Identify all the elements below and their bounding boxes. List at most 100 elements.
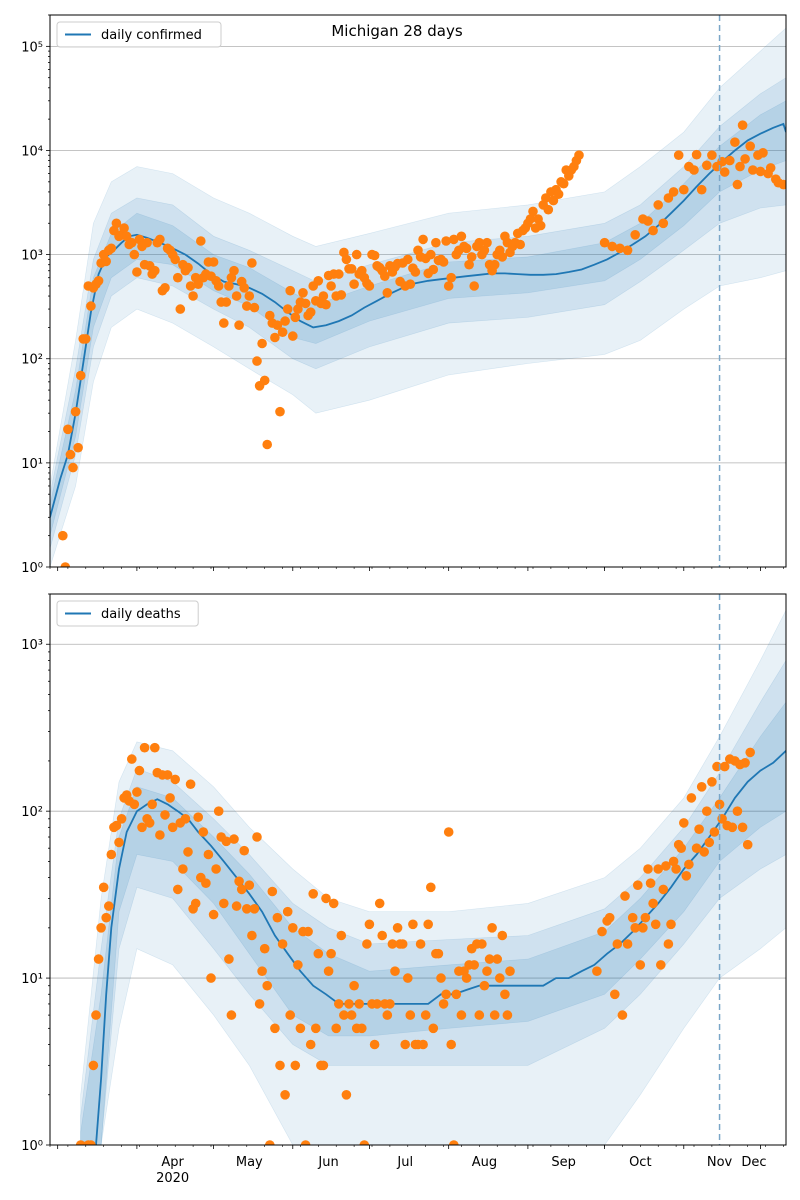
observed-point xyxy=(400,1040,410,1050)
observed-point xyxy=(385,999,395,1009)
observed-point xyxy=(326,949,336,959)
observed-point xyxy=(462,973,472,983)
x-axis: Apr May Jun Jul Aug Sep Oct Nov Dec2020 xyxy=(50,1145,783,1186)
observed-point xyxy=(224,281,234,291)
observed-point xyxy=(232,901,242,911)
observed-point xyxy=(656,960,666,970)
observed-point xyxy=(352,250,362,260)
observed-point xyxy=(482,966,492,976)
observed-point xyxy=(605,913,615,923)
observed-point xyxy=(383,1010,393,1020)
observed-point xyxy=(738,120,748,130)
observed-point xyxy=(620,891,630,901)
observed-point xyxy=(646,878,656,888)
observed-point xyxy=(689,165,699,175)
observed-point xyxy=(758,148,768,158)
observed-point xyxy=(676,843,686,853)
plot-area xyxy=(50,28,788,572)
observed-point xyxy=(628,913,638,923)
observed-point xyxy=(503,1010,513,1020)
observed-point xyxy=(362,939,372,949)
observed-point xyxy=(326,281,336,291)
observed-point xyxy=(107,850,117,860)
observed-point xyxy=(285,286,295,296)
observed-point xyxy=(306,1040,316,1050)
observed-point xyxy=(705,838,715,848)
observed-point xyxy=(505,966,515,976)
observed-point xyxy=(418,235,428,245)
y-tick-label: 10² xyxy=(21,353,43,368)
y-tick-label: 10⁰ xyxy=(21,561,43,576)
observed-point xyxy=(204,850,214,860)
observed-point xyxy=(173,273,183,283)
observed-point xyxy=(745,748,755,758)
observed-point xyxy=(469,960,479,970)
observed-point xyxy=(452,990,462,1000)
y-tick-label: 10² xyxy=(21,805,43,820)
observed-point xyxy=(71,407,81,417)
observed-point xyxy=(214,281,224,291)
observed-point xyxy=(365,281,375,291)
observed-point xyxy=(492,954,502,964)
observed-point xyxy=(406,279,416,289)
observed-point xyxy=(147,800,157,810)
observed-point xyxy=(211,864,221,874)
observed-point xyxy=(298,288,308,298)
observed-point xyxy=(444,281,454,291)
observed-point xyxy=(130,250,140,260)
y-axis: 10⁰10¹10²10³10⁴10⁵ xyxy=(21,15,50,576)
observed-point xyxy=(421,1010,431,1020)
observed-point xyxy=(349,279,359,289)
observed-point xyxy=(283,907,293,917)
observed-point xyxy=(331,1024,341,1034)
observed-point xyxy=(145,818,155,828)
observed-point xyxy=(252,356,262,366)
y-tick-label: 10⁴ xyxy=(21,144,43,159)
legend-label: daily confirmed xyxy=(101,28,202,43)
observed-point xyxy=(659,219,669,229)
observed-point xyxy=(291,1061,301,1071)
observed-point xyxy=(623,246,633,256)
observed-point xyxy=(643,864,653,874)
observed-point xyxy=(155,830,165,840)
observed-point xyxy=(671,864,681,874)
observed-point xyxy=(280,1090,290,1100)
observed-point xyxy=(199,827,209,837)
observed-point xyxy=(165,793,175,803)
x-tick-label: Jun xyxy=(317,1155,338,1170)
observed-point xyxy=(467,252,477,262)
observed-point xyxy=(262,440,272,450)
observed-point xyxy=(89,1061,99,1071)
observed-point xyxy=(245,880,255,890)
observed-point xyxy=(500,990,510,1000)
observed-point xyxy=(321,300,331,310)
observed-point xyxy=(429,1024,439,1034)
observed-point xyxy=(183,847,193,857)
observed-point xyxy=(725,156,735,166)
observed-point xyxy=(393,923,403,933)
chart-figure: 10⁰10¹10²10³10⁴10⁵daily confirmed 10⁰10¹… xyxy=(0,0,800,1200)
observed-point xyxy=(301,299,311,309)
observed-point xyxy=(275,407,285,417)
observed-point xyxy=(186,779,196,789)
observed-point xyxy=(206,973,216,983)
y-tick-label: 10¹ xyxy=(21,457,43,472)
observed-point xyxy=(58,531,68,541)
observed-point xyxy=(183,263,193,273)
observed-point xyxy=(623,939,633,949)
observed-point xyxy=(73,443,83,453)
observed-point xyxy=(329,899,339,909)
observed-point xyxy=(181,814,191,824)
observed-point xyxy=(439,999,449,1009)
observed-point xyxy=(260,376,270,386)
observed-point xyxy=(66,450,76,460)
observed-point xyxy=(745,141,755,151)
observed-point xyxy=(239,846,249,856)
observed-point xyxy=(431,238,441,248)
observed-point xyxy=(101,913,111,923)
observed-point xyxy=(469,281,479,291)
observed-point xyxy=(475,1010,485,1020)
observed-point xyxy=(222,297,232,307)
observed-point xyxy=(278,327,288,337)
observed-point xyxy=(462,244,472,254)
